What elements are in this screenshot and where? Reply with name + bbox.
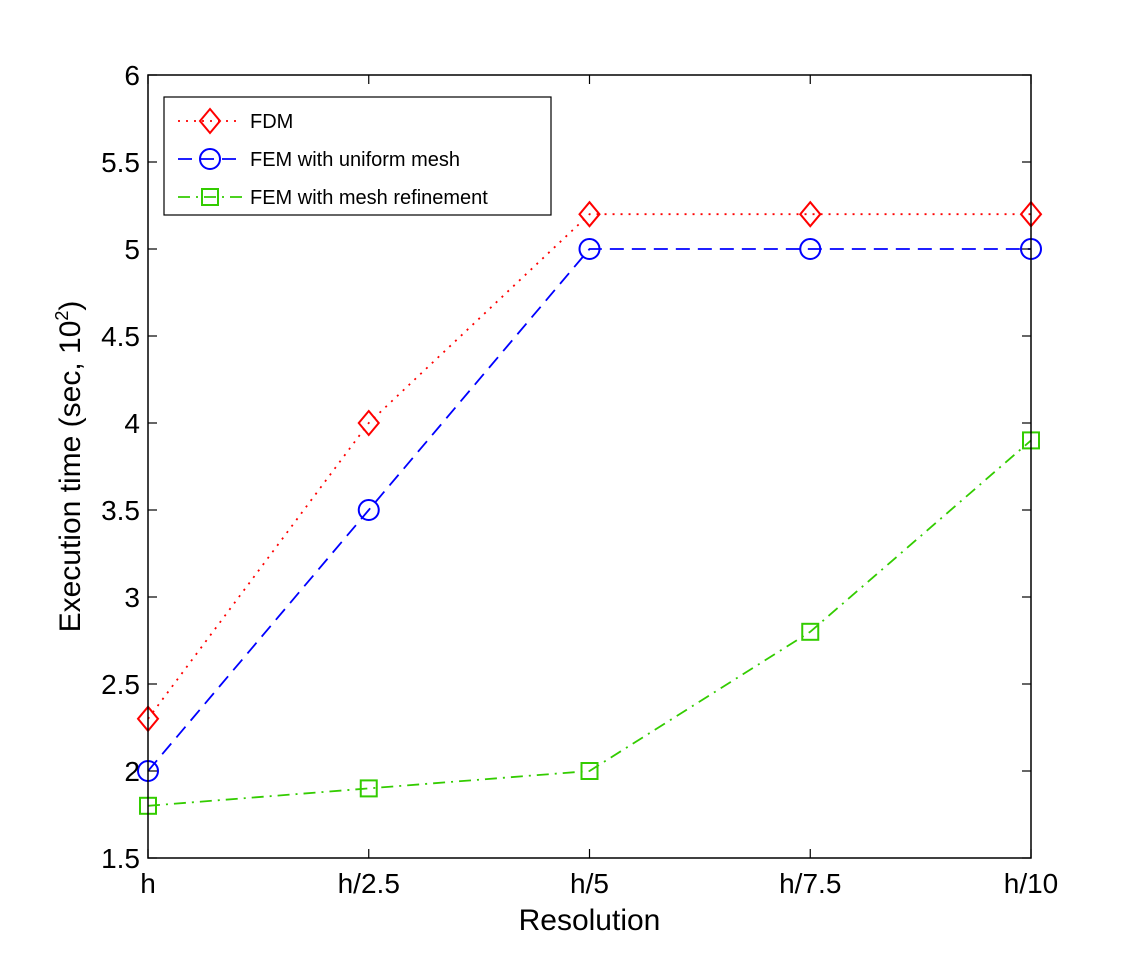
y-tick-label: 1.5 <box>101 843 140 874</box>
y-tick-label: 2 <box>124 756 140 787</box>
series-line <box>147 213 1031 720</box>
series-line <box>147 248 1031 772</box>
legend-entry-label: FDM <box>250 111 293 133</box>
y-tick-label: 2.5 <box>101 669 140 700</box>
y-axis-label-superscript: 2 <box>52 311 72 321</box>
data-point <box>580 762 599 780</box>
y-tick-label: 6 <box>124 60 140 91</box>
legend-box <box>163 96 552 216</box>
x-tick-label: h <box>140 868 156 899</box>
y-tick-label: 5.5 <box>101 147 140 178</box>
data-point <box>801 622 820 641</box>
y-axis-label-base: Execution time (sec, 10 <box>54 321 87 633</box>
y-axis-label-close: ) <box>54 301 87 311</box>
legend-marker <box>199 148 221 170</box>
x-tick-label: h/5 <box>570 868 609 899</box>
data-point <box>578 238 601 260</box>
y-tick-label: 3 <box>124 582 140 613</box>
data-point <box>357 499 380 521</box>
legend-entry-label: FEM with uniform mesh <box>250 149 460 171</box>
legend-entry-label: FEM with mesh refinement <box>250 187 488 209</box>
y-tick-label: 3.5 <box>101 495 140 526</box>
y-tick-label: 4 <box>124 408 140 439</box>
data-point <box>357 409 381 437</box>
x-tick-label: h/10 <box>1004 868 1059 899</box>
ticks-layer: 1.5 2 2.5 3 3.5 4 4.5 5 5.5 6 h h/2.5 h/5 h/7.5 h/10 <box>101 60 1058 899</box>
x-tick-label: h/7.5 <box>779 868 841 899</box>
series-line <box>147 439 1032 807</box>
data-point <box>798 200 822 228</box>
y-tick-label: 5 <box>124 234 140 265</box>
x-tick-label: h/2.5 <box>338 868 400 899</box>
data-point <box>578 200 601 228</box>
legend-marker <box>198 107 222 135</box>
data-point <box>359 779 378 798</box>
legend: FDM FEM with uniform mesh FEM with mesh re… <box>163 96 552 216</box>
x-axis-label: Resolution <box>519 904 661 937</box>
y-tick-label: 4.5 <box>101 321 140 352</box>
legend-marker <box>201 188 219 206</box>
data-point <box>799 238 822 260</box>
y-axis-label: Execution time (sec, 102) <box>52 301 87 633</box>
